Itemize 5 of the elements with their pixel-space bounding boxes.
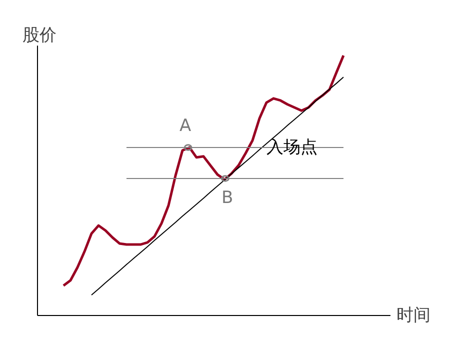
annotation: B	[221, 188, 234, 208]
annotation: 入场点	[266, 138, 318, 158]
annotation: A	[179, 116, 192, 136]
x-axis-title: 时间	[396, 305, 431, 326]
y-axis-title: 股价	[22, 25, 57, 46]
